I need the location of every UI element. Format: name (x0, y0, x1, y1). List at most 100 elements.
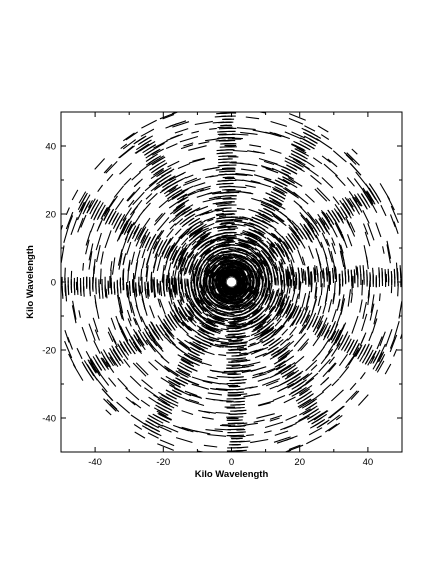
uv-track-dash (181, 357, 191, 365)
uv-spoke-dash (323, 322, 329, 333)
uv-spoke-dash (217, 312, 224, 317)
uv-track-dash (165, 375, 181, 386)
uv-track-dash (345, 216, 351, 226)
uv-track-dash (297, 249, 304, 266)
uv-spoke-dash (372, 267, 374, 278)
uv-track-dash (341, 233, 348, 249)
uv-track-dash (118, 302, 125, 321)
uv-track-dash (312, 391, 325, 401)
uv-track-dash (78, 191, 87, 204)
uv-core-dash (181, 257, 187, 268)
uv-track-dash (350, 163, 362, 176)
uv-track-dash (322, 302, 327, 314)
uv-core-dash (273, 324, 283, 334)
uv-spoke-dash (185, 204, 194, 210)
uv-spoke-dash (318, 223, 323, 230)
uv-track-dash (285, 414, 298, 421)
uv-core-dash (274, 318, 282, 327)
uv-spoke-dash (187, 366, 198, 372)
uv-spoke-dash (307, 405, 318, 413)
uv-track-dash (215, 202, 232, 206)
uv-track-dash (146, 288, 149, 299)
uv-track-dash (274, 430, 289, 436)
uv-track-dash (127, 186, 141, 202)
uv-spoke-dash (250, 235, 261, 242)
uv-core-dash (246, 231, 258, 238)
uv-spoke-dash (201, 236, 212, 244)
uv-core-dash (242, 265, 248, 271)
uv-spoke-dash (339, 206, 348, 218)
uv-track-dash (359, 332, 367, 347)
uv-core-dash (196, 285, 201, 297)
uv-track-dash (133, 215, 141, 226)
uv-track-dash (280, 422, 297, 431)
uv-core-dash (280, 262, 284, 270)
uv-track-dash (72, 300, 77, 320)
uv-core-dash (223, 290, 231, 294)
uv-spoke-dash (311, 230, 317, 237)
uv-core-dash (232, 294, 238, 297)
uv-track-dash (209, 175, 219, 178)
uv-track-dash (145, 267, 148, 278)
uv-core-dash (274, 262, 279, 272)
uv-core-dash (171, 245, 178, 256)
uv-spoke-dash (140, 228, 146, 237)
uv-spoke-dash (304, 270, 307, 281)
uv-spoke-dash (308, 144, 315, 150)
uv-track-dash (322, 211, 329, 219)
uv-spoke-dash (144, 286, 147, 295)
uv-core-dash (257, 242, 266, 251)
uv-spoke-dash (296, 389, 304, 395)
uv-spoke-dash (294, 310, 301, 322)
uv-track-dash (218, 354, 227, 357)
uv-spoke-dash (77, 201, 83, 211)
uv-spoke-dash (194, 349, 205, 355)
uv-core-dash (220, 328, 229, 331)
uv-core-dash (178, 310, 187, 322)
uv-core-dash (250, 252, 258, 259)
uv-spoke-dash (182, 217, 194, 227)
uv-core-dash (191, 240, 197, 246)
uv-track-dash (85, 350, 94, 365)
uv-track-dash (327, 299, 333, 313)
uv-track-dash (346, 234, 353, 247)
uv-spoke-dash (130, 336, 137, 345)
uv-track-dash (322, 383, 332, 393)
uv-track-dash (291, 293, 295, 302)
uv-spoke-dash (140, 334, 145, 341)
uv-core-dash (172, 270, 175, 277)
uv-track-dash (141, 379, 153, 390)
uv-core-dash (236, 281, 239, 287)
uv-track-dash (277, 349, 294, 362)
uv-spoke-dash (361, 199, 368, 210)
uv-core-dash (233, 255, 240, 258)
uv-track-dash (257, 377, 270, 382)
uv-core-dash (218, 293, 228, 300)
uv-track-dash (169, 339, 177, 346)
uv-core-dash (246, 269, 252, 279)
uv-track-dash (282, 178, 298, 189)
uv-track-dash (403, 310, 407, 327)
uv-spoke-dash (162, 405, 173, 411)
uv-track-dash (350, 353, 356, 361)
uv-track-dash (328, 356, 335, 365)
uv-core-dash (254, 247, 261, 253)
uv-track-dash (339, 283, 341, 295)
uv-track-dash (214, 253, 233, 261)
uv-track-dash (260, 201, 273, 208)
uv-track-dash (315, 234, 323, 248)
uv-spoke-dash (302, 308, 309, 319)
uv-track-dash (192, 394, 201, 398)
uv-spoke-dash (180, 209, 190, 216)
uv-core-dash (203, 262, 210, 273)
uv-track-dash (243, 351, 252, 355)
uv-spoke-dash (183, 371, 191, 376)
uv-core-dash (257, 263, 264, 274)
uv-track-dash (321, 177, 334, 189)
uv-core-dash (207, 303, 218, 312)
uv-track-dash (88, 251, 93, 270)
uv-track-dash (267, 307, 275, 316)
uv-core-dash (281, 245, 288, 255)
uv-track-dash (193, 430, 211, 435)
uv-spoke-dash (376, 353, 383, 363)
